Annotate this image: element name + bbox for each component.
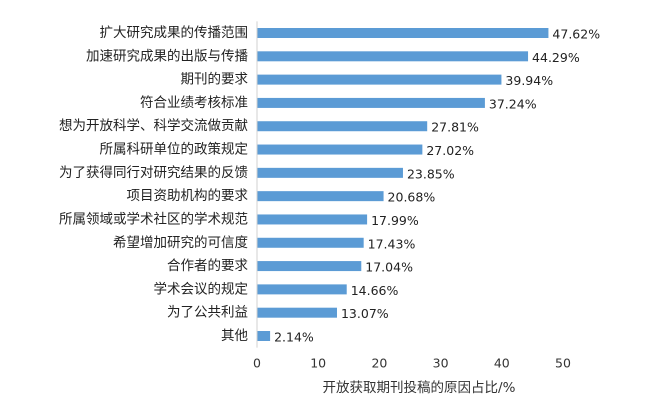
data-label: 39.94%: [505, 73, 553, 88]
category-label: 其他: [221, 328, 248, 344]
x-tick-label: 0: [253, 356, 261, 371]
data-label: 17.43%: [368, 236, 416, 251]
bar: [257, 214, 368, 225]
bar: [257, 51, 529, 62]
axis-layer: 0 10 20 30 40 50: [253, 21, 571, 371]
bar: [257, 144, 423, 155]
category-label: 为了获得同行对研究结果的反馈: [59, 164, 248, 181]
category-label: 期刊的要求: [181, 72, 249, 88]
bar: [257, 74, 502, 85]
category-label: 项目资助机构的要求: [127, 188, 249, 204]
bars-layer: [257, 28, 549, 341]
data-label: 17.99%: [371, 213, 419, 228]
x-tick-label: 50: [555, 356, 571, 371]
category-label: 为了公共利益: [167, 305, 248, 321]
bar: [257, 284, 347, 295]
x-axis-title: 开放获取期刊投稿的原因占比/%: [323, 380, 516, 396]
bar: [257, 191, 384, 202]
category-label: 加速研究成果的出版与传播: [86, 48, 248, 64]
category-label: 扩大研究成果的传播范围: [100, 25, 249, 41]
data-label: 20.68%: [388, 190, 436, 205]
category-label: 所属领域或学术社区的学术规范: [59, 211, 248, 227]
x-tick-label: 20: [371, 356, 387, 371]
bar: [257, 307, 337, 318]
category-label: 希望增加研究的可信度: [113, 235, 248, 251]
data-label: 23.85%: [407, 166, 455, 181]
bar: [257, 97, 485, 108]
x-tick-label: 10: [310, 356, 326, 371]
x-tick-label: 30: [433, 356, 449, 371]
bar: [257, 167, 403, 178]
data-label: 27.81%: [431, 120, 479, 135]
x-tick-label: 40: [494, 356, 510, 371]
bar: [257, 237, 364, 248]
data-label: 17.04%: [365, 260, 413, 275]
data-label: 44.29%: [532, 50, 580, 65]
data-label: 47.62%: [552, 27, 600, 42]
data-label: 13.07%: [341, 306, 389, 321]
bar: [257, 261, 362, 272]
bar: [257, 121, 428, 132]
category-label: 想为开放科学、科学交流做贡献: [59, 117, 248, 134]
data-label: 37.24%: [489, 96, 537, 111]
data-label: 2.14%: [274, 330, 314, 345]
category-label: 学术会议的规定: [154, 281, 249, 297]
category-label: 合作者的要求: [167, 258, 248, 274]
data-label: 27.02%: [426, 143, 474, 158]
labels-layer: 扩大研究成果的传播范围 47.62% 加速研究成果的出版与传播 44.29% 期刊的要求…: [59, 25, 600, 345]
data-label: 14.66%: [351, 283, 399, 298]
bar: [257, 28, 549, 38]
bar: [257, 331, 271, 341]
category-label: 符合业绩考核标准: [140, 95, 248, 111]
category-label: 所属科研单位的政策规定: [100, 141, 249, 158]
